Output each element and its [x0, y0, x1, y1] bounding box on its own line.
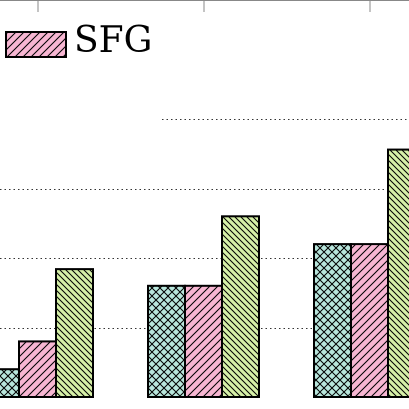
bar: [147, 284, 186, 398]
legend-label-sfg: SFG: [74, 20, 152, 61]
bar: [221, 215, 260, 398]
bars: [0, 148, 409, 399]
bar: [184, 284, 223, 398]
bar: [18, 340, 57, 398]
bar: [387, 148, 409, 398]
bar: [313, 243, 352, 398]
bar: [350, 243, 389, 398]
top-ticks: [37, 0, 371, 12]
bar: [55, 268, 94, 398]
legend-swatch-sfg: [5, 31, 67, 58]
bar: [0, 368, 20, 399]
legend: SFG: [5, 20, 152, 61]
